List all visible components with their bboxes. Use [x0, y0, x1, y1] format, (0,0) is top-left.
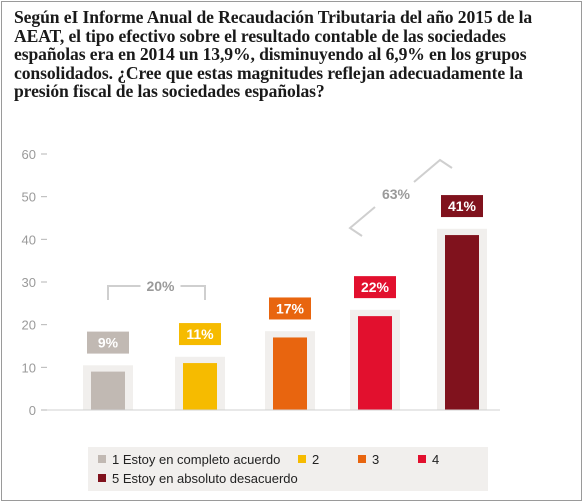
- y-tick-label: 20: [22, 318, 36, 333]
- bar: [358, 316, 392, 410]
- data-label: 11%: [186, 326, 214, 342]
- data-label-box: [441, 195, 483, 218]
- legend-item: 4: [418, 451, 439, 467]
- legend-label: 4: [432, 451, 440, 467]
- data-label-box: [354, 276, 396, 299]
- legend-item: 2: [298, 451, 319, 467]
- data-label-box: [87, 331, 129, 354]
- data-label: 9%: [98, 335, 119, 351]
- annotation-bracket: [180, 285, 206, 300]
- bar: [445, 235, 479, 410]
- bar: [91, 371, 125, 410]
- legend-swatch: [98, 455, 106, 463]
- legend-swatch: [98, 474, 106, 482]
- annotation-label: 63%: [382, 186, 411, 202]
- legend-label: 5 Estoy en absoluto desacuerdo: [112, 470, 298, 486]
- data-label: 41%: [448, 198, 477, 214]
- y-tick-label: 0: [29, 403, 36, 418]
- legend-item: 1 Estoy en completo acuerdo: [98, 451, 280, 467]
- legend-swatch: [418, 455, 426, 463]
- legend: 1 Estoy en completo acuerdo 2 3 4 5 Estoy en…: [88, 447, 488, 491]
- chart-title: Según eI Informe Anual de Recaudación Tr…: [14, 7, 533, 102]
- y-tick-label: 60: [22, 147, 36, 162]
- y-tick-label: 30: [22, 275, 36, 290]
- y-axis: 0 10 20 30 40 50 60: [22, 147, 47, 418]
- annotation-label: 20%: [146, 278, 175, 294]
- bar: [273, 337, 307, 410]
- annotation-bracket: [107, 285, 141, 300]
- y-tick-label: 10: [22, 360, 36, 375]
- data-label: 22%: [361, 279, 390, 295]
- data-label-box: [269, 297, 311, 320]
- legend-swatch: [298, 455, 306, 463]
- annotations: 20% 63%: [107, 158, 453, 300]
- annotation-bracket: [348, 206, 376, 237]
- legend-swatch: [358, 455, 366, 463]
- legend-item: 3: [358, 451, 379, 467]
- data-label-box: [179, 323, 221, 346]
- y-tick-label: 50: [22, 190, 36, 205]
- legend-label: 3: [372, 451, 380, 467]
- bars: 9% 11% 17% 22% 41%: [47, 195, 500, 411]
- legend-label: 1 Estoy en completo acuerdo: [112, 451, 281, 467]
- legend-label: 2: [312, 451, 320, 467]
- data-label: 17%: [276, 300, 305, 316]
- bar: [183, 363, 217, 410]
- legend-item: 5 Estoy en absoluto desacuerdo: [98, 470, 298, 486]
- y-tick-label: 40: [22, 232, 36, 247]
- annotation-bracket: [413, 158, 453, 183]
